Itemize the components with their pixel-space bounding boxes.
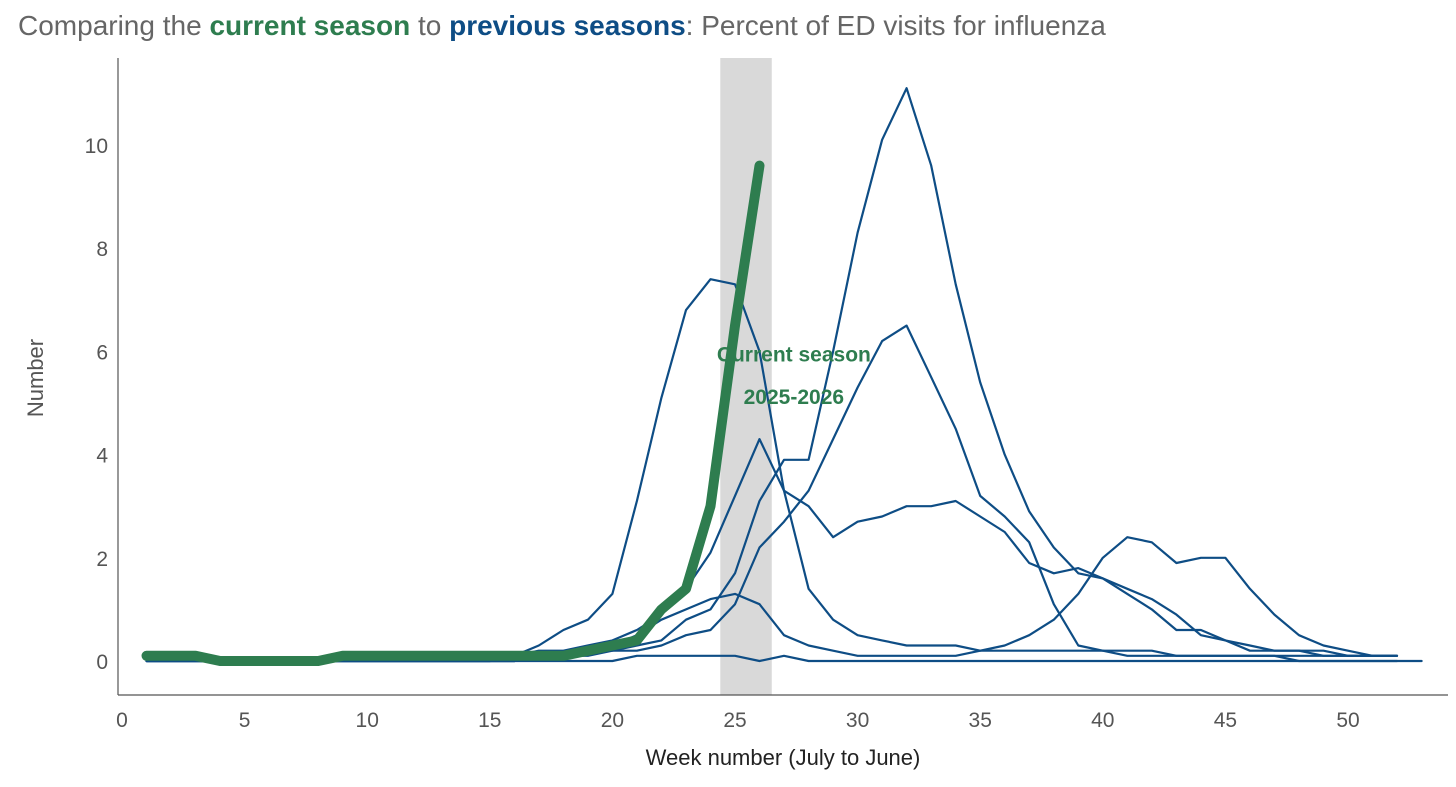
current-season-line: [141, 160, 765, 666]
x-tick-label: 0: [116, 709, 128, 732]
x-tick-label: 30: [846, 709, 869, 732]
y-tick-label: 8: [96, 238, 108, 261]
chart-title: Comparing the current season to previous…: [18, 10, 1106, 42]
y-tick-label: 0: [96, 651, 108, 674]
title-current-season: current season: [209, 10, 411, 41]
y-tick-label: 4: [96, 445, 108, 468]
x-tick-label: 25: [723, 709, 746, 732]
x-tick-label: 5: [239, 709, 251, 732]
annotation-layer: Current season 2025-2026: [717, 344, 871, 409]
series-layer: [141, 87, 1423, 666]
y-tick-label: 2: [96, 548, 108, 571]
x-tick-label: 40: [1091, 709, 1114, 732]
x-tick-label: 45: [1214, 709, 1237, 732]
y-tick-label: 6: [96, 341, 108, 364]
annotation-current-season-label: Current season: [717, 344, 871, 367]
previous-season-line: [145, 654, 1423, 663]
axes-layer: 0 5 10 15 20 25 30 35 40 45 50 0 2 4 6 8 10: [85, 58, 1448, 732]
x-tick-label: 20: [601, 709, 624, 732]
x-tick-label: 15: [478, 709, 501, 732]
title-part-2: to: [410, 10, 450, 41]
title-previous-seasons: previous seasons: [449, 10, 686, 41]
y-tick-label: 10: [85, 135, 108, 158]
x-tick-label: 35: [969, 709, 992, 732]
y-axis-title: Number: [23, 339, 48, 417]
x-axis-title: Week number (July to June): [646, 745, 921, 770]
title-part-3: : Percent of ED visits for influenza: [685, 10, 1106, 41]
title-part-1: Comparing the: [18, 10, 210, 41]
x-tick-label: 10: [356, 709, 379, 732]
annotation-season-years: 2025-2026: [744, 386, 844, 409]
x-tick-label: 50: [1336, 709, 1359, 732]
